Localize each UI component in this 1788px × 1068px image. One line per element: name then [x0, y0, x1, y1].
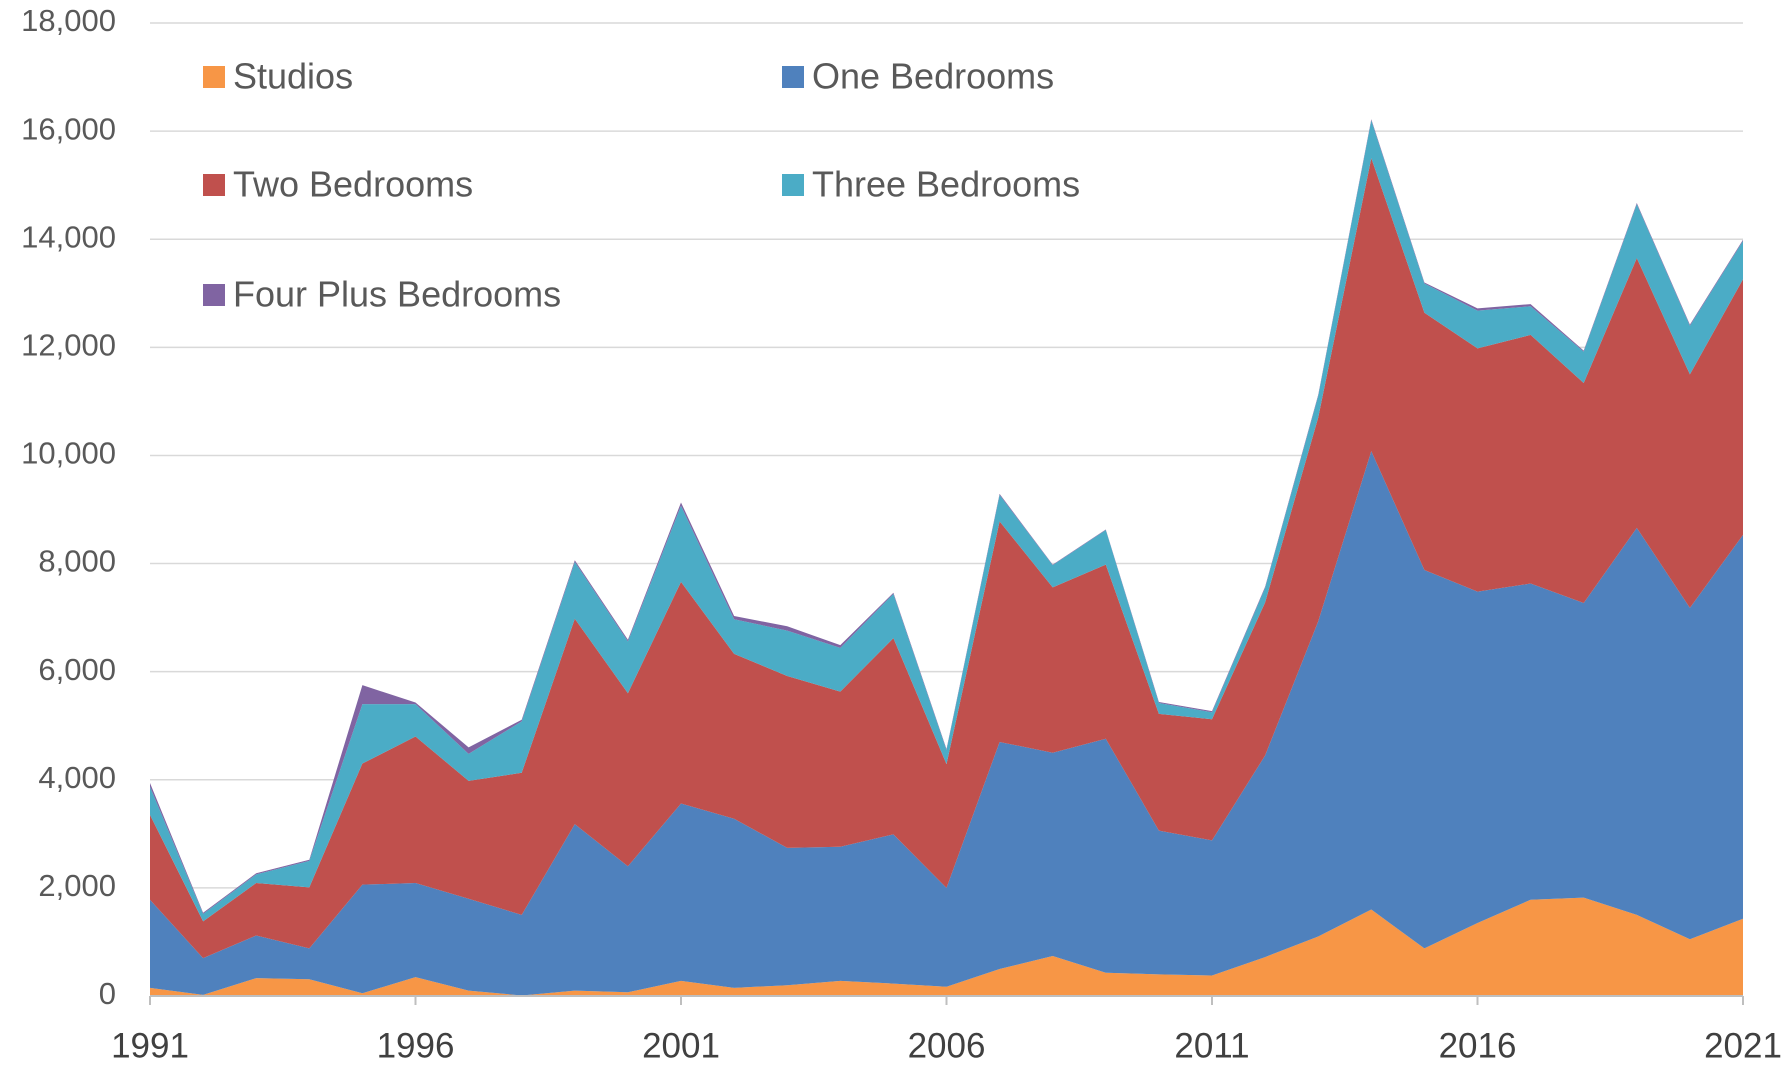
x-tick-label: 1996 — [377, 1026, 455, 1065]
x-tick-label: 2021 — [1704, 1026, 1782, 1065]
y-tick-label: 4,000 — [38, 760, 116, 795]
x-tick-label: 2011 — [1174, 1026, 1249, 1065]
y-tick-label: 12,000 — [21, 328, 116, 363]
y-tick-label: 10,000 — [21, 436, 116, 471]
legend-label: Studios — [233, 56, 353, 97]
x-tick-label: 2006 — [908, 1026, 986, 1065]
legend-swatch — [782, 174, 804, 196]
legend-swatch — [203, 66, 225, 88]
y-tick-label: 6,000 — [38, 652, 116, 687]
legend-swatch — [203, 284, 225, 306]
legend-label: Four Plus Bedrooms — [233, 274, 561, 315]
y-tick-label: 14,000 — [21, 219, 116, 254]
area — [150, 897, 1743, 996]
y-tick-label: 18,000 — [21, 3, 116, 38]
x-tick-label: 2016 — [1439, 1026, 1517, 1065]
legend-label: Two Bedrooms — [233, 164, 473, 205]
area — [150, 158, 1743, 959]
y-tick-label: 8,000 — [38, 544, 116, 579]
legend-swatch — [203, 174, 225, 196]
x-tick-label: 2001 — [642, 1026, 720, 1065]
area — [150, 120, 1743, 922]
y-tick-label: 0 — [99, 976, 116, 1011]
area — [150, 451, 1743, 996]
legend-swatch — [782, 66, 804, 88]
legend-label: Three Bedrooms — [812, 164, 1080, 205]
x-tick-label: 1991 — [111, 1026, 189, 1065]
y-tick-label: 16,000 — [21, 111, 116, 146]
legend-label: One Bedrooms — [812, 56, 1054, 97]
y-tick-label: 2,000 — [38, 868, 116, 903]
